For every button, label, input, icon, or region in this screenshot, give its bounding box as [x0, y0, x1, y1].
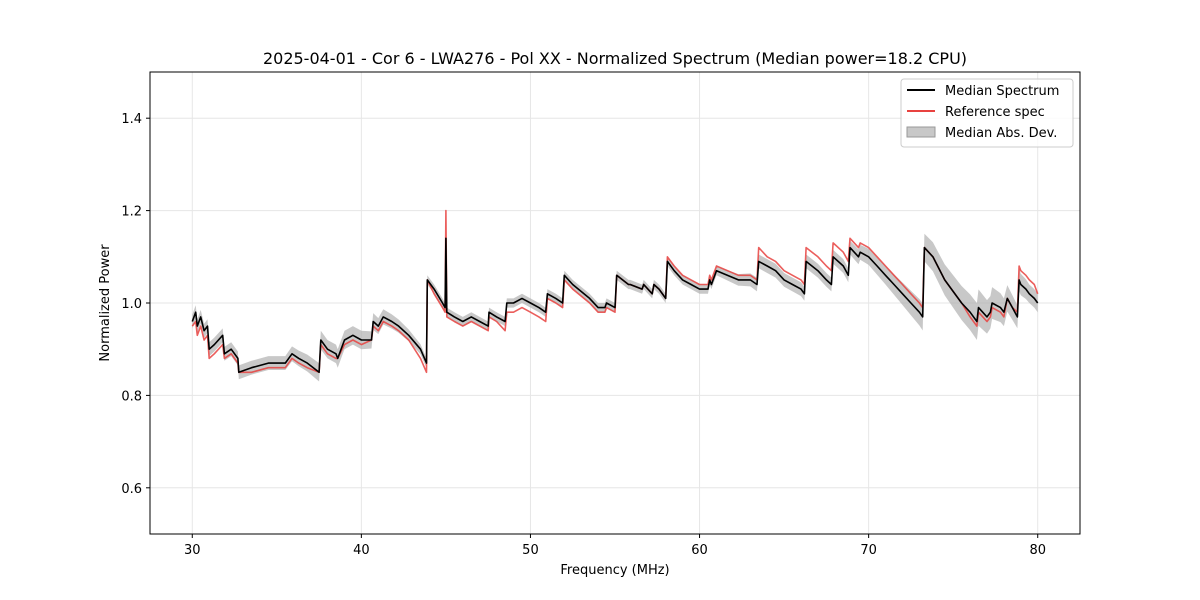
x-tick-label: 70: [860, 543, 877, 558]
legend-label-median: Median Spectrum: [945, 84, 1059, 99]
legend-box: [900, 78, 1074, 148]
y-tick-label: 1.4: [121, 112, 142, 127]
chart-title: 2025-04-01 - Cor 6 - LWA276 - Pol XX - N…: [263, 49, 967, 68]
y-axis: 0.6 0.8 1.0 1.2 1.4: [121, 112, 150, 497]
x-tick-label: 60: [691, 543, 708, 558]
x-axis: 30 40 50 60 70 80: [184, 534, 1046, 558]
x-axis-label: Frequency (MHz): [560, 563, 669, 578]
y-tick-label: 0.6: [121, 482, 142, 497]
legend: Median Spectrum Reference spec Median Ab…: [900, 78, 1074, 148]
legend-label-reference: Reference spec: [945, 105, 1045, 120]
y-tick-label: 1.2: [121, 205, 142, 220]
x-tick-label: 80: [1029, 543, 1046, 558]
y-axis-label: Normalized Power: [98, 244, 113, 362]
median-spectrum-line: [191, 237, 1039, 374]
x-tick-label: 30: [184, 543, 201, 558]
legend-label-mad: Median Abs. Dev.: [945, 126, 1057, 141]
x-tick-label: 40: [353, 543, 370, 558]
y-tick-label: 1.0: [121, 297, 142, 312]
x-tick-label: 50: [522, 543, 539, 558]
y-tick-label: 0.8: [121, 389, 142, 404]
series-lines: [191, 209, 1039, 374]
legend-swatch-mad: [906, 126, 936, 138]
